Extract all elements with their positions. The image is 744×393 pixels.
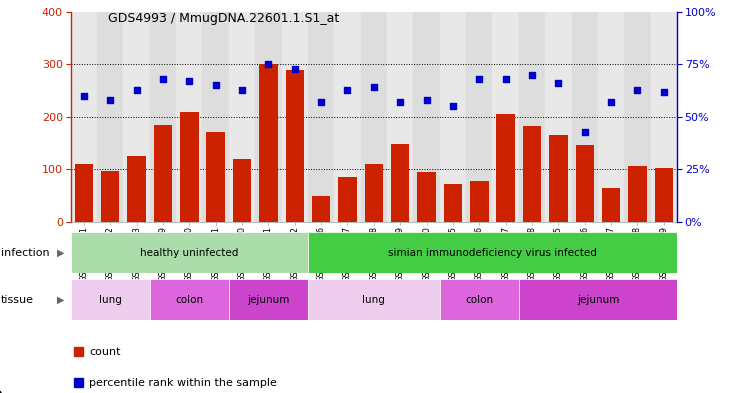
Bar (443, 184, 462, 222)
Point (579, 129, 591, 135)
Bar (259, 64, 278, 222)
Point (341, 86, 353, 93)
Bar (124, 12, 150, 222)
Point (553, 80, 565, 86)
Text: count: count (89, 347, 121, 357)
Point (658, 88, 670, 95)
Bar (255, 12, 281, 222)
Point (473, 76, 485, 82)
Bar (71, 279, 150, 320)
Bar (414, 12, 440, 222)
Point (183, 78, 195, 84)
Point (315, 99, 327, 105)
Text: infection: infection (1, 248, 49, 257)
Bar (624, 12, 651, 222)
Text: lung: lung (362, 295, 385, 305)
Text: jejunum: jejunum (577, 295, 619, 305)
Bar (74, 164, 93, 222)
Bar (493, 12, 519, 222)
Bar (308, 12, 334, 222)
Point (500, 76, 512, 82)
Bar (523, 126, 542, 222)
Bar (440, 279, 519, 320)
Bar (176, 12, 202, 222)
Bar (519, 279, 677, 320)
Bar (602, 188, 620, 222)
Point (263, 61, 275, 68)
Bar (308, 279, 440, 320)
Bar (365, 164, 383, 222)
Bar (150, 279, 229, 320)
Bar (496, 114, 515, 222)
Bar (545, 12, 571, 222)
Text: simian immunodeficiency virus infected: simian immunodeficiency virus infected (388, 248, 597, 257)
Point (526, 72, 538, 78)
Point (210, 82, 222, 88)
Bar (466, 12, 493, 222)
Bar (150, 12, 176, 222)
Text: ▶: ▶ (57, 248, 65, 257)
Text: percentile rank within the sample: percentile rank within the sample (89, 378, 278, 388)
Bar (97, 12, 124, 222)
Bar (229, 279, 308, 320)
Point (394, 99, 406, 105)
Bar (598, 12, 624, 222)
Bar (391, 144, 409, 222)
Bar (576, 145, 594, 222)
Point (420, 97, 432, 103)
Text: tissue: tissue (1, 295, 33, 305)
Bar (655, 169, 673, 222)
Bar (202, 12, 229, 222)
Bar (127, 156, 146, 222)
Text: jejunum: jejunum (247, 295, 289, 305)
Bar (286, 70, 304, 222)
Bar (470, 180, 489, 222)
Bar (628, 166, 647, 222)
Point (605, 99, 617, 105)
Bar (308, 232, 677, 273)
Point (632, 86, 644, 93)
Bar (312, 196, 330, 222)
Bar (549, 135, 568, 222)
Bar (571, 12, 598, 222)
Point (447, 103, 459, 110)
Text: ▶: ▶ (57, 295, 65, 305)
Point (236, 86, 248, 93)
Text: GDS4993 / MmugDNA.22601.1.S1_at: GDS4993 / MmugDNA.22601.1.S1_at (108, 12, 339, 25)
Text: lung: lung (99, 295, 122, 305)
Point (104, 97, 116, 103)
Bar (206, 132, 225, 222)
Point (78, 93, 90, 99)
Text: healthy uninfected: healthy uninfected (140, 248, 239, 257)
Bar (180, 112, 199, 222)
Bar (229, 12, 255, 222)
Bar (71, 12, 97, 222)
Point (131, 86, 143, 93)
Bar (651, 12, 677, 222)
Bar (154, 125, 172, 222)
Point (157, 76, 169, 82)
Bar (71, 232, 308, 273)
Bar (233, 159, 251, 222)
Bar (387, 12, 414, 222)
Bar (339, 177, 356, 222)
Bar (361, 12, 387, 222)
Text: colon: colon (465, 295, 493, 305)
Text: colon: colon (176, 295, 203, 305)
Point (289, 65, 301, 72)
Bar (334, 12, 361, 222)
Bar (417, 172, 436, 222)
Bar (281, 12, 308, 222)
Bar (101, 171, 120, 222)
Point (368, 84, 380, 91)
Bar (440, 12, 466, 222)
Bar (519, 12, 545, 222)
